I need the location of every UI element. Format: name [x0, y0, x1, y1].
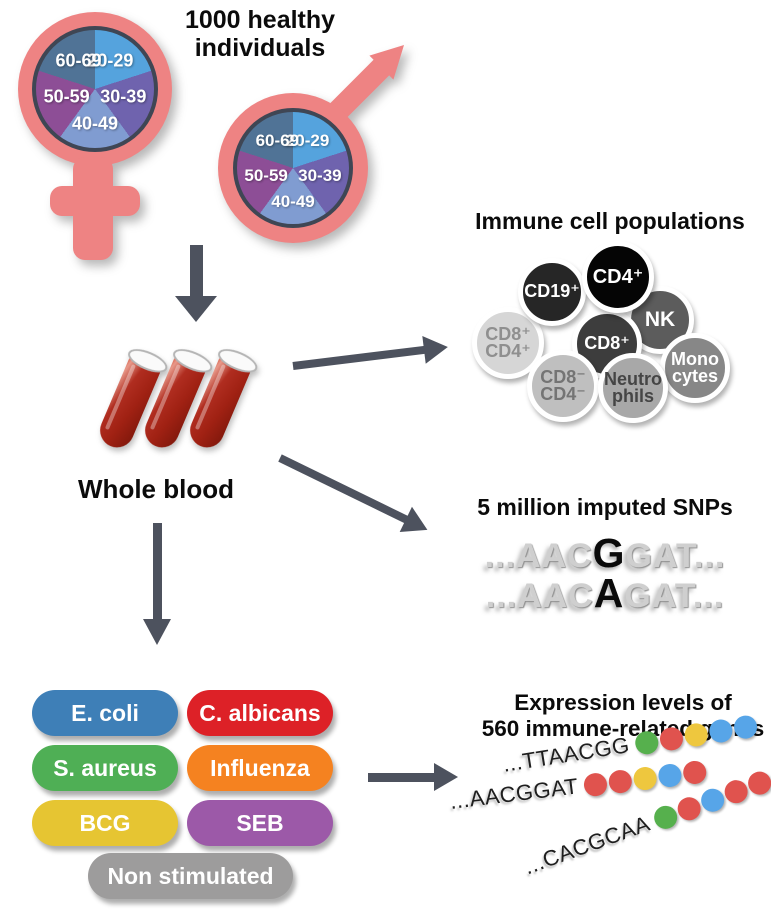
arrow-blood-to-stimuli-icon	[143, 523, 171, 645]
age-segment-label-40-49: 40-49	[271, 191, 315, 211]
expression-dot-red	[607, 768, 634, 794]
arrow-shaft	[292, 345, 427, 370]
age-segment-label-30-39: 30-39	[298, 165, 342, 185]
age-segment-label-40-49: 40-49	[71, 113, 119, 134]
sequence-text: ...AAC	[484, 537, 593, 575]
snp-allele: G	[592, 530, 626, 576]
expression-dot-blue	[657, 762, 683, 788]
age-segment-label-60-69: 60-69	[55, 50, 102, 71]
age-segment-label-20-29: 20-29	[87, 50, 134, 71]
age-segment-label-50-59: 50-59	[244, 165, 288, 185]
cell-cd4: CD4⁺	[582, 241, 654, 313]
stimulus-bcg: BCG	[32, 800, 178, 846]
female-cross-bar	[50, 186, 140, 216]
arrow-blood-to-snp-icon	[274, 445, 434, 543]
sequence-text: ...AAC	[485, 577, 594, 615]
expression-dot-red	[744, 767, 771, 798]
expression-dot-blue	[697, 784, 728, 815]
arrow-shaft	[278, 454, 410, 524]
stimulus-s-aureus: S. aureus	[32, 745, 178, 791]
expression-dot-red	[582, 771, 609, 797]
expression-dots	[581, 759, 708, 797]
age-segment-label-50-59: 50-59	[43, 86, 90, 107]
stimulus-seb: SEB	[187, 800, 333, 846]
expression-dot-red	[674, 793, 704, 824]
cell-neutrophils: Neutro phils	[598, 353, 668, 423]
stimulus-c-albicans: C. albicans	[187, 690, 333, 736]
expression-dot-blue	[732, 713, 759, 740]
arrow-shaft	[153, 523, 162, 619]
arrow-head	[434, 763, 458, 791]
stimulus-non-stimulated: Non stimulated	[88, 853, 293, 899]
female-symbol-icon: 20-29 30-39 40-49 50-59 60-69	[18, 12, 178, 260]
arrow-head	[175, 296, 217, 322]
cell-monocytes: Mono cytes	[660, 333, 730, 403]
arrow-head	[422, 333, 450, 364]
snp-sequence-2: ...AACAGAT...	[440, 570, 770, 617]
male-age-pie: 20-29 30-39 40-49 50-59 60-69	[233, 108, 353, 228]
age-segment-label-60-69: 60-69	[255, 131, 300, 151]
arrow-stimuli-to-expression-icon	[368, 763, 458, 791]
expression-dot-red	[721, 776, 751, 806]
arrow-head	[399, 506, 434, 543]
expression-title-line1: Expression levels of	[514, 690, 732, 715]
expression-dot-blue	[707, 717, 734, 744]
snp-title: 5 million imputed SNPs	[477, 494, 733, 520]
cohort-title: 1000 healthy individuals	[184, 6, 336, 62]
age-segment-label-20-29: 20-29	[285, 131, 330, 151]
stimulus-e-coli: E. coli	[32, 690, 178, 736]
sequence-text: ...CACGCAA	[520, 810, 654, 880]
snp-sequence-1: ...AACGGAT...	[440, 530, 770, 577]
expression-dot-red	[682, 759, 708, 785]
blood-tubes	[94, 344, 280, 466]
female-age-pie: 20-29 30-39 40-49 50-59 60-69	[32, 26, 158, 152]
sequence-text: GAT...	[625, 537, 726, 575]
sequence-text: ...AACGGAT	[448, 773, 580, 814]
stimulus-influenza: Influenza	[187, 745, 333, 791]
snp-allele: A	[593, 570, 625, 616]
immune-populations-title: Immune cell populations	[475, 208, 745, 234]
arrow-head	[143, 619, 171, 645]
age-segment-label-30-39: 30-39	[100, 86, 147, 107]
expression-dot-green	[633, 729, 660, 756]
expression-dot-red	[658, 725, 685, 752]
arrow-shaft	[190, 245, 203, 296]
cell-cd19: CD19⁺	[518, 258, 586, 326]
cell-cd8n-cd4n: CD8⁻ CD4⁻	[527, 350, 599, 422]
expression-dot-yellow	[632, 765, 659, 791]
arrow-cohort-to-blood-icon	[175, 245, 217, 323]
sequence-text: GAT...	[624, 577, 725, 615]
expression-dot-yellow	[682, 721, 710, 748]
arrow-blood-to-immune-icon	[291, 333, 450, 380]
male-symbol-icon: 20-29 30-39 40-49 50-59 60-69	[218, 38, 418, 248]
male-arrow-icon	[325, 45, 404, 124]
expression-dot-green	[650, 802, 681, 832]
arrow-shaft	[368, 772, 436, 782]
whole-blood-label: Whole blood	[78, 474, 234, 504]
